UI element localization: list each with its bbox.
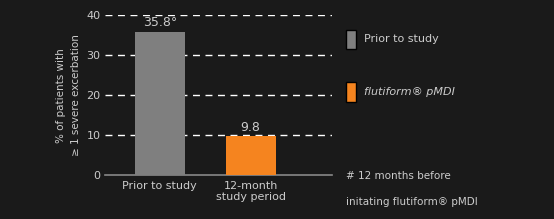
Text: # 12 months before: # 12 months before <box>346 171 451 181</box>
Bar <box>225 136 275 175</box>
Text: initating flutiform® pMDI: initating flutiform® pMDI <box>346 197 478 207</box>
Y-axis label: % of patients with
≥ 1 severe excerbation: % of patients with ≥ 1 severe excerbatio… <box>56 34 81 156</box>
Text: flutiform® pMDI: flutiform® pMDI <box>365 87 455 97</box>
Text: 35.8°: 35.8° <box>142 16 177 29</box>
Bar <box>135 32 184 175</box>
Text: 9.8: 9.8 <box>240 121 260 134</box>
Text: Prior to study: Prior to study <box>365 34 439 44</box>
